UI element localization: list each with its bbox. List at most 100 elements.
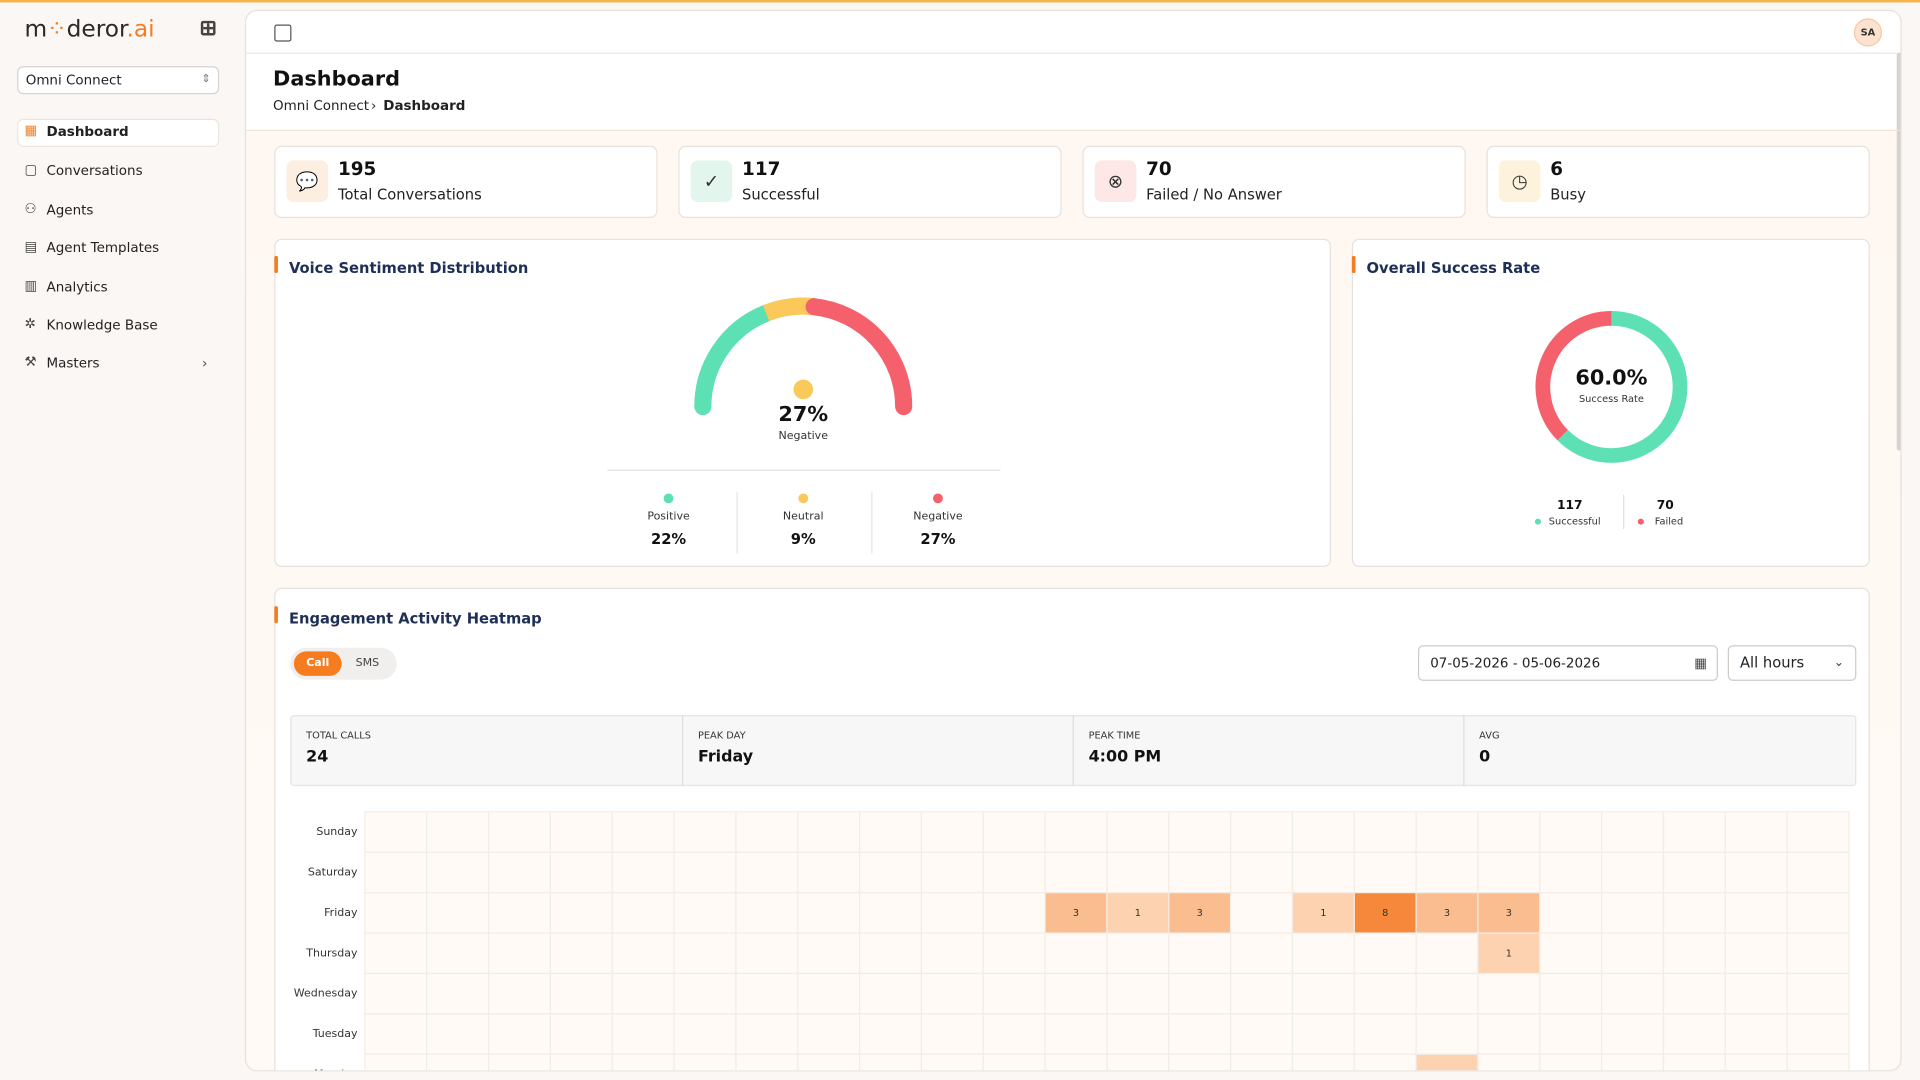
success-card: Overall Success Rate 60.0% Success Rate 117… bbox=[1351, 238, 1870, 567]
heat-cell bbox=[1786, 1013, 1850, 1055]
heat-cell bbox=[982, 1053, 1046, 1071]
heat-cell bbox=[920, 932, 984, 975]
heat-cell bbox=[1601, 1013, 1665, 1055]
apps-icon[interactable] bbox=[200, 20, 216, 36]
heat-cell bbox=[426, 851, 490, 894]
cell-value: 8 bbox=[1382, 908, 1388, 919]
title-accent bbox=[1351, 255, 1356, 274]
hours-select[interactable]: All hours ⌄ bbox=[1727, 645, 1857, 681]
heat-cell bbox=[673, 851, 737, 894]
heat-cell bbox=[611, 972, 675, 1015]
heat-cell bbox=[611, 811, 675, 853]
heat-cell bbox=[611, 1053, 675, 1071]
heat-cell bbox=[858, 851, 923, 894]
sidebar-toggle[interactable] bbox=[274, 24, 292, 42]
summary-value: 0 bbox=[1479, 748, 1491, 767]
heat-cell bbox=[1724, 851, 1788, 894]
legend-dot bbox=[663, 493, 674, 504]
avatar[interactable]: SA bbox=[1853, 18, 1883, 47]
stat-label: Busy bbox=[1550, 186, 1586, 204]
heat-cell bbox=[1662, 811, 1726, 853]
stat-card: 💬 195 Total Conversations bbox=[274, 145, 658, 218]
heat-cell bbox=[364, 1053, 428, 1071]
nav-item[interactable]: Analytics bbox=[46, 279, 108, 296]
rate-label: Success Rate bbox=[1579, 394, 1644, 405]
heat-cell bbox=[364, 1013, 428, 1055]
heat-cell bbox=[1230, 932, 1294, 975]
heat-cell bbox=[1044, 811, 1108, 853]
date-range[interactable]: 07-05-2026 - 05-06-2026 ▦ bbox=[1417, 645, 1718, 681]
day-label: Monday bbox=[314, 1067, 358, 1071]
logo[interactable]: m⁘deror.ai bbox=[24, 16, 154, 43]
heat-cell bbox=[920, 892, 984, 934]
heat-cell bbox=[1601, 972, 1665, 1015]
stat-icon: 💬 bbox=[286, 160, 329, 203]
legend-name: Negative bbox=[913, 510, 963, 523]
heat-cell bbox=[797, 811, 861, 853]
heat-cell bbox=[1106, 851, 1170, 894]
heat-cell bbox=[1353, 972, 1417, 1015]
breadcrumb-item[interactable]: Omni Connect bbox=[273, 97, 370, 114]
heat-cell bbox=[1415, 811, 1479, 853]
heat-cell bbox=[1539, 1013, 1603, 1055]
heat-cell bbox=[1662, 1053, 1726, 1071]
cell-value: 1 bbox=[1135, 908, 1141, 919]
heat-cell bbox=[1786, 811, 1850, 853]
stat-card: ⊗ 70 Failed / No Answer bbox=[1082, 145, 1466, 218]
heat-cell bbox=[735, 932, 799, 975]
heat-cell bbox=[982, 1013, 1046, 1055]
top-accent bbox=[0, 0, 1920, 3]
legend-value: 9% bbox=[791, 531, 816, 548]
heat-cell bbox=[1291, 932, 1355, 975]
select-caret: ⇕ bbox=[201, 73, 211, 86]
cell-value: 3 bbox=[1197, 908, 1203, 919]
heat-cell bbox=[1353, 932, 1417, 975]
stat-label: Failed / No Answer bbox=[1146, 186, 1282, 204]
summary-label: PEAK DAY bbox=[697, 729, 746, 741]
nav-item[interactable]: Dashboard bbox=[46, 123, 129, 140]
day-label: Tuesday bbox=[312, 1027, 358, 1040]
nav-item[interactable]: Agent Templates bbox=[46, 240, 160, 256]
heat-cell bbox=[858, 811, 923, 853]
heat-cell bbox=[426, 1013, 490, 1055]
heat-cell bbox=[1044, 972, 1108, 1015]
tab[interactable]: SMS bbox=[355, 657, 380, 670]
heat-cell bbox=[487, 892, 552, 934]
stat-icon: ⊗ bbox=[1094, 160, 1137, 203]
heat-cell bbox=[797, 932, 861, 975]
heat-cell bbox=[982, 811, 1046, 853]
heat-cell bbox=[797, 1013, 861, 1055]
nav-item[interactable]: Conversations bbox=[46, 162, 143, 179]
heat-cell bbox=[858, 892, 923, 934]
heat-cell bbox=[1230, 811, 1294, 853]
heat-cell bbox=[1353, 1053, 1417, 1071]
day-label: Thursday bbox=[305, 946, 358, 959]
center-value: 27% bbox=[778, 402, 828, 426]
heat-cell bbox=[1415, 851, 1479, 894]
heat-cell bbox=[1044, 892, 1108, 934]
heat-cell bbox=[611, 932, 675, 975]
heat-cell bbox=[982, 972, 1046, 1015]
tab-active[interactable]: Call bbox=[293, 651, 342, 676]
sentiment-card: Voice Sentiment Distribution 27% Negative P… bbox=[274, 238, 1332, 567]
heat-cell bbox=[1415, 892, 1479, 934]
nav-item[interactable]: Knowledge Base bbox=[46, 317, 158, 334]
heat-cell bbox=[487, 851, 552, 894]
legend-value: 27% bbox=[920, 531, 955, 548]
heat-cell bbox=[1230, 892, 1294, 934]
heat-cell bbox=[1539, 1053, 1603, 1071]
workspace-select[interactable]: Omni Connect ⇕ bbox=[17, 66, 220, 95]
cell-value: 3 bbox=[1073, 908, 1079, 919]
cell-value: 3 bbox=[1506, 908, 1512, 919]
heat-cell bbox=[549, 972, 613, 1015]
card-title: Voice Sentiment Distribution bbox=[288, 259, 529, 277]
nav-active bbox=[17, 118, 220, 147]
cell-value: 1 bbox=[1444, 1069, 1450, 1071]
nav-item[interactable]: Agents bbox=[46, 202, 94, 218]
legend-name: Positive bbox=[647, 510, 690, 523]
nav-item[interactable]: Masters bbox=[46, 355, 100, 372]
heat-cell bbox=[1291, 811, 1355, 853]
nav-icon: ▦ bbox=[24, 122, 38, 139]
heat-cell bbox=[1415, 972, 1479, 1015]
